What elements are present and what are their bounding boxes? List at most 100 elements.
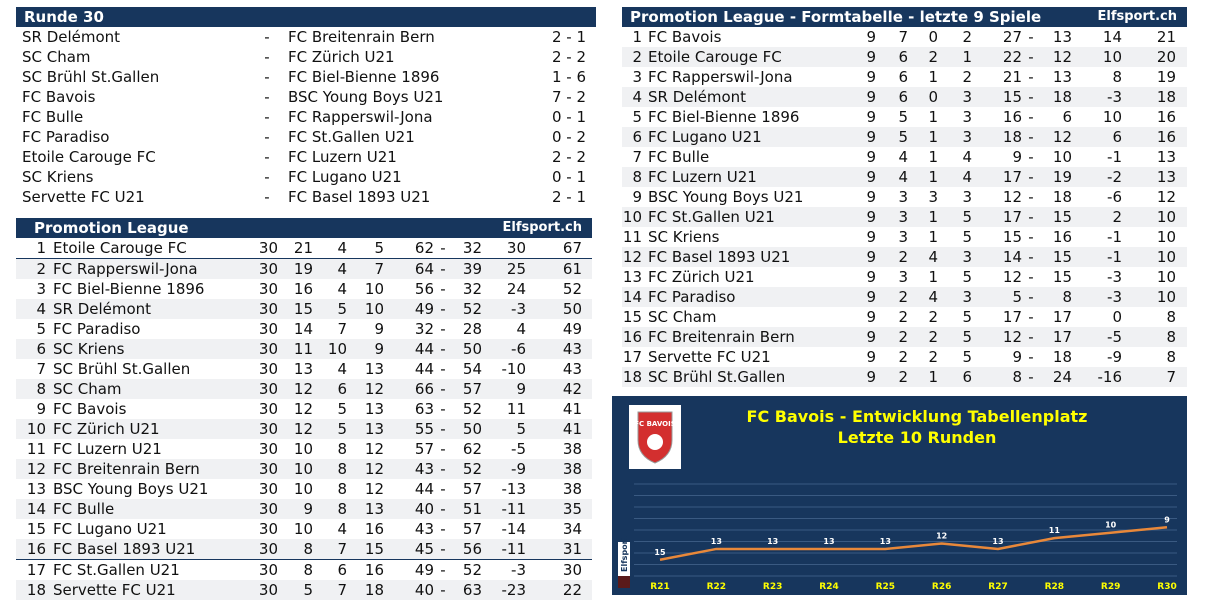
goals-against: 39 [462, 260, 482, 278]
table-row: 17 Servette FC U21 9 2 2 5 9-18 -9 8 [622, 347, 1187, 367]
team-name: FC Biel-Bienne 1896 [53, 280, 205, 298]
played: 30 [258, 260, 278, 278]
goals-for: 40 [414, 500, 434, 518]
draws: 3 [928, 188, 938, 206]
x-tick-label: R30 [1157, 582, 1176, 592]
logo-text: FC BAVOIS [634, 420, 676, 428]
table-row: 15 SC Cham 9 2 2 5 17-17 0 8 [622, 307, 1187, 327]
played: 30 [258, 520, 278, 538]
goal-difference: -23 [501, 581, 527, 599]
goal-difference: -14 [501, 520, 527, 538]
goal-difference: -3 [511, 561, 526, 579]
table-row: 10 FC St.Gallen U21 9 3 1 5 17-15 2 10 [622, 207, 1187, 227]
chart-watermark: Elfsport [618, 536, 630, 588]
position: 6 [632, 128, 642, 146]
team-name: FC Breitenrain Bern [648, 328, 795, 346]
goals-dash: - [440, 561, 446, 579]
played: 30 [258, 561, 278, 579]
losses: 5 [962, 268, 972, 286]
goals-against: 15 [1052, 208, 1072, 226]
played: 9 [866, 208, 876, 226]
points: 8 [1166, 308, 1176, 326]
goal-difference: -16 [1097, 368, 1123, 386]
points: 43 [562, 340, 582, 358]
goal-difference: -5 [1107, 328, 1122, 346]
data-label: 13 [880, 537, 891, 546]
points: 18 [1156, 88, 1176, 106]
goal-difference: 14 [1102, 28, 1122, 46]
goals-for: 44 [414, 480, 434, 498]
goals-against: 57 [462, 380, 482, 398]
wins: 6 [898, 48, 908, 66]
home-team: SC Kriens [22, 168, 94, 186]
wins: 2 [898, 368, 908, 386]
data-label: 13 [992, 537, 1003, 546]
played: 9 [866, 128, 876, 146]
draws: 8 [337, 460, 347, 478]
draws: 10 [327, 340, 347, 358]
played: 30 [258, 540, 278, 558]
draws: 7 [337, 581, 347, 599]
team-name: FC St.Gallen U21 [648, 208, 775, 226]
position: 10 [622, 208, 642, 226]
goals-for: 5 [1012, 288, 1022, 306]
match-row: FC Paradiso - FC St.Gallen U21 0 - 2 [16, 127, 596, 147]
draws: 7 [337, 540, 347, 558]
goals-dash: - [440, 540, 446, 558]
losses: 16 [364, 561, 384, 579]
table-row: 8 SC Cham 30 12 6 12 66-57 9 42 [16, 379, 592, 399]
table-row: 12 FC Breitenrain Bern 30 10 8 12 43-52 -9 38 [16, 459, 592, 479]
match-score: 2 - 2 [551, 48, 586, 66]
data-label: 12 [936, 532, 947, 541]
goals-dash: - [440, 360, 446, 378]
played: 9 [866, 268, 876, 286]
goal-difference: -6 [1107, 188, 1122, 206]
table-row: 13 BSC Young Boys U21 30 10 8 12 44-57 -13 38 [16, 479, 592, 499]
goals-against: 32 [462, 280, 482, 298]
goals-dash: - [1028, 348, 1034, 366]
goal-difference: -10 [501, 360, 527, 378]
position: 11 [622, 228, 642, 246]
played: 9 [866, 188, 876, 206]
points: 10 [1156, 288, 1176, 306]
goals-against: 13 [1052, 28, 1072, 46]
draws: 5 [337, 300, 347, 318]
goal-difference: 30 [506, 239, 526, 257]
data-label: 11 [1049, 526, 1061, 535]
draws: 1 [928, 368, 938, 386]
goals-against: 18 [1052, 88, 1072, 106]
losses: 4 [962, 168, 972, 186]
vs-dash: - [264, 148, 270, 166]
goal-difference: -1 [1107, 148, 1122, 166]
table-row: 11 FC Luzern U21 30 10 8 12 57-62 -5 38 [16, 439, 592, 459]
wins: 10 [293, 460, 313, 478]
wins: 5 [303, 581, 313, 599]
played: 9 [866, 368, 876, 386]
goals-against: 24 [1052, 368, 1072, 386]
away-team: BSC Young Boys U21 [288, 88, 444, 106]
wins: 3 [898, 188, 908, 206]
position: 11 [26, 440, 46, 458]
home-team: SC Cham [22, 48, 91, 66]
position: 1 [36, 239, 46, 257]
chart-title: FC Bavois - Entwicklung Tabellenplatz [747, 407, 1088, 426]
losses: 3 [962, 128, 972, 146]
draws: 0 [928, 28, 938, 46]
home-team: SR Delémont [22, 28, 121, 46]
goals-against: 32 [462, 239, 482, 257]
match-row: FC Bavois - BSC Young Boys U21 7 - 2 [16, 87, 596, 107]
goals-for: 49 [414, 561, 434, 579]
goals-for: 43 [414, 520, 434, 538]
points: 20 [1156, 48, 1176, 66]
losses: 13 [364, 420, 384, 438]
team-name: FC Zürich U21 [648, 268, 755, 286]
points: 10 [1156, 228, 1176, 246]
goals-dash: - [440, 320, 446, 338]
match-score: 0 - 1 [551, 168, 586, 186]
goal-difference: 10 [1102, 48, 1122, 66]
data-label: 9 [1164, 515, 1170, 524]
points: 43 [562, 360, 582, 378]
wins: 6 [898, 68, 908, 86]
goal-difference: 6 [1112, 128, 1122, 146]
played: 30 [258, 280, 278, 298]
